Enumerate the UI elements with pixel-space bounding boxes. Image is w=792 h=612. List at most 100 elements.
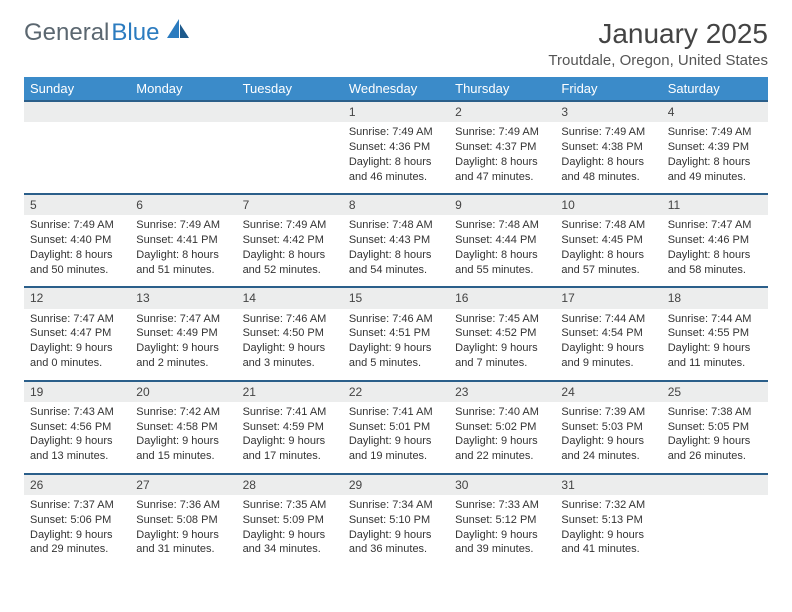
day-number-cell: 4 [662, 101, 768, 122]
daylight-line: Daylight: 8 hours and 52 minutes. [243, 248, 337, 278]
sunrise-line: Sunrise: 7:47 AM [668, 218, 762, 233]
day-details-cell: Sunrise: 7:48 AMSunset: 4:43 PMDaylight:… [343, 215, 449, 287]
day-number-cell: 18 [662, 287, 768, 308]
day-details-cell: Sunrise: 7:42 AMSunset: 4:58 PMDaylight:… [130, 402, 236, 474]
daylight-line: Daylight: 8 hours and 48 minutes. [561, 155, 655, 185]
day-number-cell: 3 [555, 101, 661, 122]
sunrise-line: Sunrise: 7:47 AM [136, 312, 230, 327]
sunrise-line: Sunrise: 7:49 AM [668, 125, 762, 140]
daylight-line: Daylight: 8 hours and 49 minutes. [668, 155, 762, 185]
day-number-cell: 28 [237, 474, 343, 495]
sunset-line: Sunset: 5:13 PM [561, 513, 655, 528]
daylight-line: Daylight: 9 hours and 39 minutes. [455, 528, 549, 558]
sunrise-line: Sunrise: 7:48 AM [349, 218, 443, 233]
sunrise-line: Sunrise: 7:49 AM [455, 125, 549, 140]
sunset-line: Sunset: 5:01 PM [349, 420, 443, 435]
day-number-cell: 13 [130, 287, 236, 308]
daylight-line: Daylight: 9 hours and 9 minutes. [561, 341, 655, 371]
sail-icon [165, 18, 191, 47]
day-number-cell: 26 [24, 474, 130, 495]
daylight-line: Daylight: 9 hours and 2 minutes. [136, 341, 230, 371]
sunrise-line: Sunrise: 7:32 AM [561, 498, 655, 513]
page-header: GeneralBlue January 2025 Troutdale, Oreg… [24, 18, 768, 69]
daylight-line: Daylight: 9 hours and 17 minutes. [243, 434, 337, 464]
sunset-line: Sunset: 4:36 PM [349, 140, 443, 155]
daylight-line: Daylight: 8 hours and 54 minutes. [349, 248, 443, 278]
sunrise-line: Sunrise: 7:33 AM [455, 498, 549, 513]
sunset-line: Sunset: 4:49 PM [136, 326, 230, 341]
sunrise-line: Sunrise: 7:42 AM [136, 405, 230, 420]
daylight-line: Daylight: 9 hours and 13 minutes. [30, 434, 124, 464]
day-number-cell: 15 [343, 287, 449, 308]
calendar-page: GeneralBlue January 2025 Troutdale, Oreg… [0, 0, 792, 585]
daylight-line: Daylight: 8 hours and 58 minutes. [668, 248, 762, 278]
brand-part2: Blue [111, 19, 159, 47]
month-title: January 2025 [548, 18, 768, 50]
sunrise-line: Sunrise: 7:39 AM [561, 405, 655, 420]
sunrise-line: Sunrise: 7:35 AM [243, 498, 337, 513]
sunset-line: Sunset: 4:58 PM [136, 420, 230, 435]
sunset-line: Sunset: 4:59 PM [243, 420, 337, 435]
day-details-cell: Sunrise: 7:43 AMSunset: 4:56 PMDaylight:… [24, 402, 130, 474]
sunset-line: Sunset: 4:39 PM [668, 140, 762, 155]
daylight-line: Daylight: 8 hours and 57 minutes. [561, 248, 655, 278]
weekday-header: Saturday [662, 77, 768, 101]
sunset-line: Sunset: 4:47 PM [30, 326, 124, 341]
day-details-cell [24, 122, 130, 194]
sunset-line: Sunset: 5:10 PM [349, 513, 443, 528]
daylight-line: Daylight: 8 hours and 55 minutes. [455, 248, 549, 278]
day-details-cell: Sunrise: 7:46 AMSunset: 4:50 PMDaylight:… [237, 309, 343, 381]
day-details-cell: Sunrise: 7:33 AMSunset: 5:12 PMDaylight:… [449, 495, 555, 567]
sunset-line: Sunset: 4:52 PM [455, 326, 549, 341]
day-details-cell: Sunrise: 7:49 AMSunset: 4:42 PMDaylight:… [237, 215, 343, 287]
weekday-header: Wednesday [343, 77, 449, 101]
day-details-cell: Sunrise: 7:41 AMSunset: 5:01 PMDaylight:… [343, 402, 449, 474]
day-number-cell: 19 [24, 381, 130, 402]
sunrise-line: Sunrise: 7:45 AM [455, 312, 549, 327]
daylight-line: Daylight: 9 hours and 31 minutes. [136, 528, 230, 558]
daylight-line: Daylight: 9 hours and 41 minutes. [561, 528, 655, 558]
weekday-header: Thursday [449, 77, 555, 101]
daylight-line: Daylight: 9 hours and 24 minutes. [561, 434, 655, 464]
day-details-cell [662, 495, 768, 567]
daylight-line: Daylight: 9 hours and 15 minutes. [136, 434, 230, 464]
sunrise-line: Sunrise: 7:47 AM [30, 312, 124, 327]
day-number-cell: 30 [449, 474, 555, 495]
day-number-cell [130, 101, 236, 122]
sunset-line: Sunset: 5:06 PM [30, 513, 124, 528]
sunset-line: Sunset: 5:09 PM [243, 513, 337, 528]
day-details-cell: Sunrise: 7:48 AMSunset: 4:44 PMDaylight:… [449, 215, 555, 287]
day-number-cell: 17 [555, 287, 661, 308]
brand-part1: General [24, 19, 109, 47]
sunset-line: Sunset: 4:50 PM [243, 326, 337, 341]
daylight-line: Daylight: 8 hours and 51 minutes. [136, 248, 230, 278]
day-details-cell: Sunrise: 7:49 AMSunset: 4:40 PMDaylight:… [24, 215, 130, 287]
weekday-header: Sunday [24, 77, 130, 101]
sunrise-line: Sunrise: 7:41 AM [243, 405, 337, 420]
day-details-cell [237, 122, 343, 194]
day-details-cell: Sunrise: 7:44 AMSunset: 4:55 PMDaylight:… [662, 309, 768, 381]
day-number-cell: 22 [343, 381, 449, 402]
weekday-header: Friday [555, 77, 661, 101]
sunset-line: Sunset: 4:55 PM [668, 326, 762, 341]
sunrise-line: Sunrise: 7:34 AM [349, 498, 443, 513]
day-details-cell: Sunrise: 7:41 AMSunset: 4:59 PMDaylight:… [237, 402, 343, 474]
sunset-line: Sunset: 4:37 PM [455, 140, 549, 155]
day-number-cell: 7 [237, 194, 343, 215]
weekday-header: Monday [130, 77, 236, 101]
sunset-line: Sunset: 4:44 PM [455, 233, 549, 248]
day-details-cell: Sunrise: 7:35 AMSunset: 5:09 PMDaylight:… [237, 495, 343, 567]
daylight-line: Daylight: 8 hours and 50 minutes. [30, 248, 124, 278]
day-number-cell [237, 101, 343, 122]
day-details-cell: Sunrise: 7:38 AMSunset: 5:05 PMDaylight:… [662, 402, 768, 474]
sunset-line: Sunset: 4:41 PM [136, 233, 230, 248]
day-details-cell: Sunrise: 7:46 AMSunset: 4:51 PMDaylight:… [343, 309, 449, 381]
day-details-cell: Sunrise: 7:44 AMSunset: 4:54 PMDaylight:… [555, 309, 661, 381]
day-details-cell [130, 122, 236, 194]
sunset-line: Sunset: 5:12 PM [455, 513, 549, 528]
sunrise-line: Sunrise: 7:44 AM [668, 312, 762, 327]
day-details-cell: Sunrise: 7:47 AMSunset: 4:49 PMDaylight:… [130, 309, 236, 381]
sunset-line: Sunset: 4:38 PM [561, 140, 655, 155]
day-number-cell [662, 474, 768, 495]
sunrise-line: Sunrise: 7:46 AM [349, 312, 443, 327]
